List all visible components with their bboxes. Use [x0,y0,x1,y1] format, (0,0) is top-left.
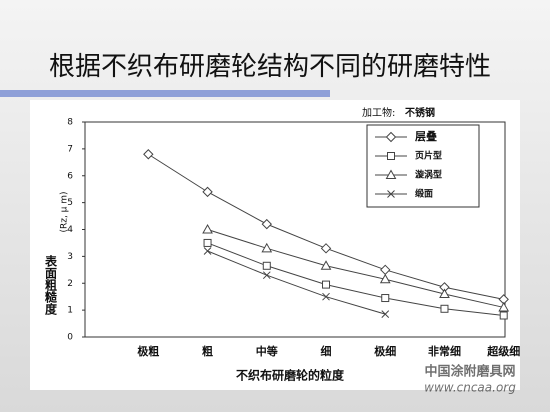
marker [262,261,271,270]
y-axis-unit: (Rz, μ m) [60,191,70,232]
marker [439,288,450,298]
legend-label: 页片型 [415,150,442,162]
x-axis-label: 不织布研磨轮的粒度 [236,368,345,383]
marker [262,271,271,280]
marker [440,304,449,313]
x-tick-label: 超级细 [486,344,520,358]
y-tick-label: 1 [67,306,73,316]
marker [381,310,390,319]
slide-title: 根据不织布研磨轮结构不同的研磨特性 [49,52,491,82]
annotation-value: 不锈钢 [405,106,435,119]
y-tick-label: 6 [67,171,73,181]
y-tick-label: 5 [67,198,73,208]
x-tick-label: 极粗 [137,344,159,358]
marker [202,223,213,234]
marker [385,169,397,179]
y-tick-label: 8 [67,118,73,128]
marker [261,242,273,253]
watermark-url: www.cncaa.org [424,381,516,395]
legend-label: 缎面 [415,188,433,200]
marker [320,260,332,270]
y-tick-label: 0 [67,333,73,343]
marker [387,190,395,198]
legend-box [366,124,480,208]
x-tick-label: 细 [321,344,332,358]
marker [322,280,331,289]
y-axis-label: 表面粗糙度 [44,254,58,316]
title-bar [0,90,330,97]
y-tick-label: 3 [67,252,73,262]
series-line [207,250,386,315]
y-tick-label: 7 [67,144,73,154]
marker [320,243,332,254]
y-tick-label: 2 [67,279,73,289]
marker [379,273,391,284]
marker [498,301,510,312]
series-line [207,242,504,316]
x-tick-label: 中等 [256,344,278,358]
series-line [207,229,504,308]
marker [261,218,272,230]
legend-label: 漩涡型 [415,169,442,181]
marker [381,294,390,303]
marker [387,152,395,160]
marker [203,247,212,255]
x-tick-label: 粗 [202,344,213,358]
annotation-label: 加工物: [362,106,395,119]
marker [203,238,212,247]
y-tick-label: 4 [67,225,73,235]
marker [202,186,213,198]
marker [385,131,397,143]
x-tick-label: 极细 [374,344,396,358]
marker [143,149,154,160]
x-tick-label: 非常细 [428,344,461,358]
marker [499,311,508,320]
watermark-name: 中国涂附磨具网 [424,364,515,380]
legend-label: 层叠 [414,129,437,143]
marker [322,292,330,301]
